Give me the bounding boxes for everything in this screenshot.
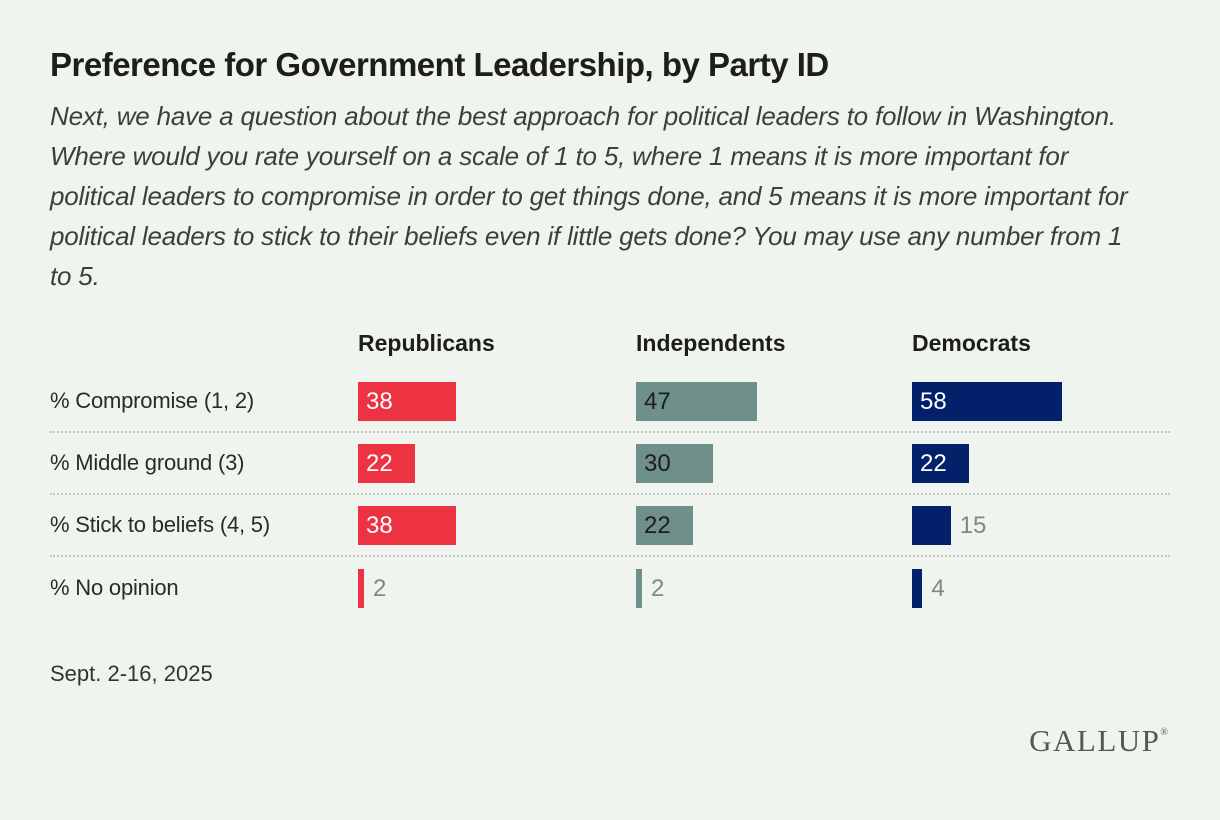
chart-row: % Middle ground (3) 22 30 22 [50,433,1170,495]
bar-value: 58 [920,387,947,415]
chart-title: Preference for Government Leadership, by… [50,46,829,83]
bar-cell: 38 [358,505,636,545]
bar-democrats [912,505,951,545]
bar-independents: 47 [636,381,758,421]
bar-value: 22 [644,511,671,539]
bar-republicans: 38 [358,505,457,545]
row-label: % Middle ground (3) [50,450,245,475]
bar-cell: 2 [358,568,636,608]
bar-cell: 58 [912,381,1170,421]
bar-chart: Republicans Independents Democrats % Com… [50,330,1170,619]
logo-row: GALLUP® [50,723,1170,759]
bar-value: 47 [644,387,671,415]
bar-value: 2 [651,574,665,602]
bar-value: 22 [920,449,947,477]
bar-value: 38 [366,511,393,539]
chart-rows: % Compromise (1, 2) 38 47 58 % Middle ground… [50,371,1170,619]
chart-row: % Stick to beliefs (4, 5) 38 22 15 [50,495,1170,557]
bar-cell: 22 [358,443,636,483]
column-header-democrats: Democrats [912,330,1031,356]
bar-value: 22 [366,449,393,477]
bar-value: 4 [931,574,945,602]
bar-value: 2 [373,574,387,602]
bar-value: 15 [959,511,987,539]
bar-democrats: 22 [912,443,969,483]
bar-value: 38 [366,387,393,415]
registered-mark: ® [1160,727,1168,738]
date-note: Sept. 2-16, 2025 [50,661,213,686]
bar-cell: 47 [636,381,912,421]
row-label: % Stick to beliefs (4, 5) [50,512,270,537]
bar-democrats: 58 [912,381,1062,421]
bar-republicans: 38 [358,381,457,421]
bar-cell: 22 [636,505,912,545]
bar-value: 30 [644,449,671,477]
chart-header-row: Republicans Independents Democrats [50,330,1170,369]
row-label: % No opinion [50,575,179,600]
bar-cell: 2 [636,568,912,608]
bar-cell: 38 [358,381,636,421]
bar-cell: 30 [636,443,912,483]
chart-row: % Compromise (1, 2) 38 47 58 [50,371,1170,433]
row-label: % Compromise (1, 2) [50,388,255,413]
column-header-republicans: Republicans [358,330,495,356]
bar-cell: 4 [912,568,1170,608]
bar-republicans [358,568,364,608]
bar-independents: 22 [636,505,693,545]
bar-cell: 22 [912,443,1170,483]
bar-democrats [912,568,923,608]
chart-row: % No opinion 2 2 4 [50,557,1170,619]
gallup-logo: GALLUP® [1029,723,1168,758]
bar-independents [636,568,642,608]
column-header-independents: Independents [636,330,786,356]
chart-subtitle: Next, we have a question about the best … [50,101,1128,291]
bar-cell: 15 [912,505,1170,545]
bar-republicans: 22 [358,443,415,483]
bar-independents: 30 [636,443,714,483]
